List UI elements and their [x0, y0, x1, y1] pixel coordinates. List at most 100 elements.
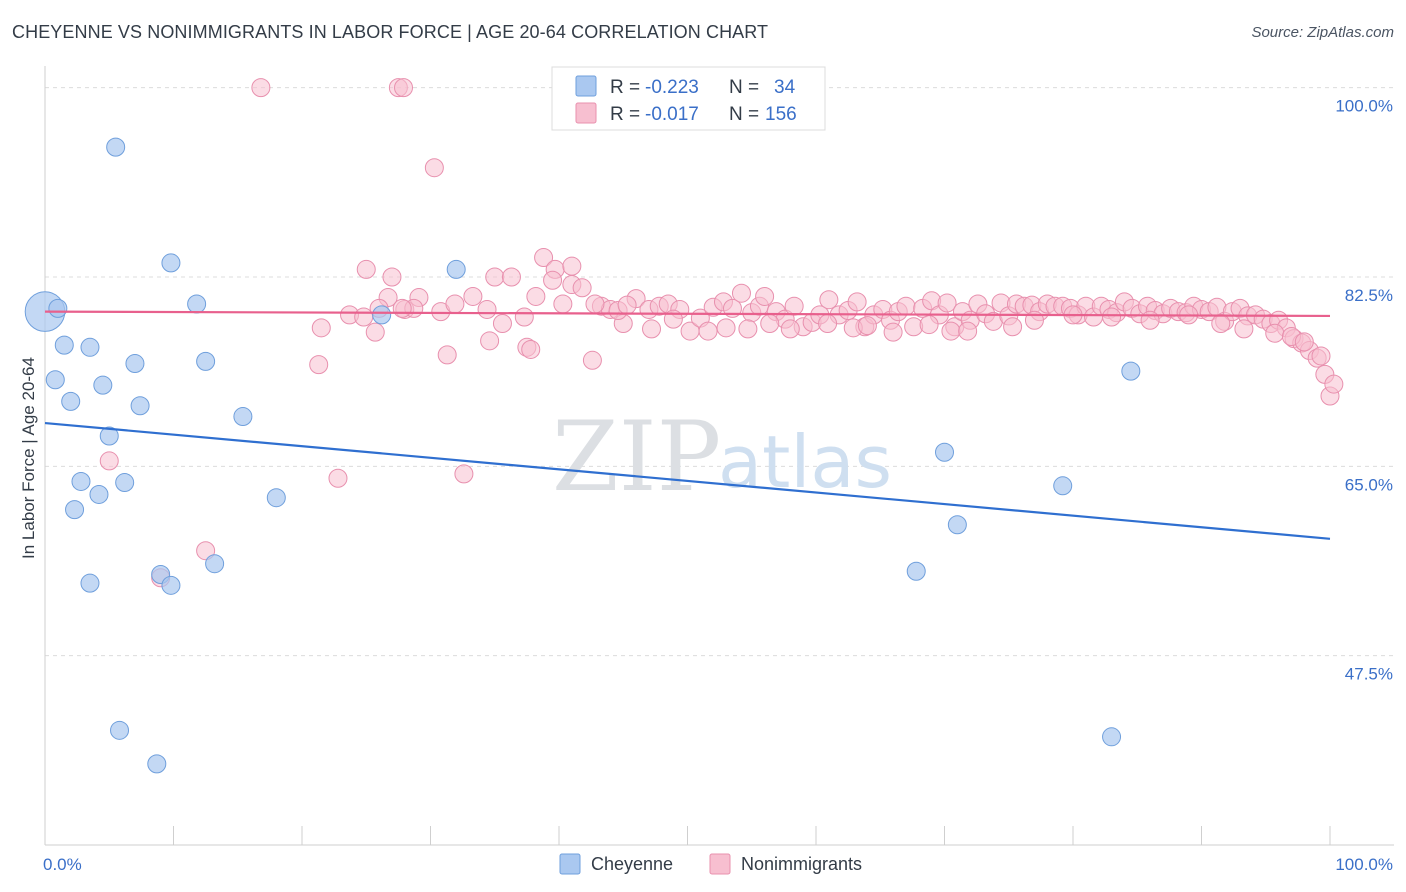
nonimmigrants-point-35: [328, 468, 348, 488]
nonimmigrants-point-36: [454, 464, 474, 484]
y-tick-label-3: 100.0%: [1335, 97, 1393, 116]
legend-r-value-cheyenne: -0.223: [645, 77, 699, 98]
nonimmigrants-point-144: [857, 316, 877, 336]
x-tick-label-1: 100.0%: [1335, 855, 1393, 874]
nonimmigrants-point-132: [514, 307, 534, 327]
cheyenne-point-14: [233, 407, 253, 427]
nonimmigrants-point-39: [553, 294, 573, 314]
cheyenne-point-7: [125, 354, 145, 374]
nonimmigrants-point-3: [424, 158, 444, 178]
legend-swatch-cheyenne: [575, 75, 597, 97]
cheyenne-point-6: [93, 375, 113, 395]
y-tick-label-2: 82.5%: [1345, 286, 1393, 305]
grid-lines: [45, 87, 1394, 657]
series-legend: Cheyenne Nonimmigrants: [559, 853, 862, 875]
legend-n-value-cheyenne: 34: [774, 77, 796, 98]
nonimmigrants-point-131: [477, 299, 497, 319]
nonimmigrants-point-148: [958, 321, 978, 341]
cheyenne-point-3: [80, 337, 100, 357]
bottom-legend-swatch-cheyenne: [559, 853, 581, 875]
nonimmigrants-point-7: [356, 259, 376, 279]
nonimmigrants-point-157: [1265, 323, 1285, 343]
legend-r-label-cheyenne: R =: [610, 77, 640, 98]
nonimmigrants-trend-line: [44, 310, 1331, 318]
nonimmigrants-point-25: [311, 318, 331, 338]
nonimmigrants-point-129: [1324, 374, 1344, 394]
cheyenne-point-28: [947, 515, 967, 535]
cheyenne-point-25: [446, 259, 466, 279]
nonimmigrants-point-67: [847, 292, 867, 312]
legend-n-label-cheyenne: N =: [729, 77, 759, 98]
correlation-legend: R = -0.223 N = 34 R = -0.017 N = 156: [551, 66, 826, 131]
trend-lines: [44, 310, 1331, 540]
nonimmigrants-point-152: [1102, 307, 1122, 327]
cheyenne-point-11: [161, 253, 181, 273]
cheyenne-point-19: [266, 488, 286, 508]
cheyenne-point-26: [1121, 361, 1141, 381]
y-axis-title: In Labor Force | Age 20-64: [19, 357, 38, 559]
nonimmigrants-point-50: [698, 321, 718, 341]
legend-r-value-nonimmigrants: -0.017: [645, 104, 699, 125]
watermark: ZIP atlas: [552, 401, 892, 513]
nonimmigrants-point-28: [480, 331, 500, 351]
nonimmigrants-point-24: [392, 298, 412, 318]
cheyenne-point-20: [80, 573, 100, 593]
cheyenne-point-9: [130, 396, 150, 416]
nonimmigrants-point-37: [196, 541, 216, 561]
cheyenne-point-27: [935, 442, 954, 462]
watermark-atlas: atlas: [718, 420, 892, 504]
nonimmigrants-point-146: [919, 315, 939, 335]
watermark-zip: ZIP: [552, 401, 721, 513]
nonimmigrants-point-32: [309, 355, 329, 375]
y-tick-label-1: 65.0%: [1345, 475, 1393, 494]
nonimmigrants-point-60: [784, 296, 804, 316]
nonimmigrants-point-13: [572, 278, 592, 298]
cheyenne-point-23: [205, 554, 225, 574]
nonimmigrants-point-139: [738, 319, 758, 339]
nonimmigrants-point-27: [492, 314, 512, 334]
nonimmigrants-points: [99, 78, 1344, 588]
cheyenne-point-18: [65, 500, 85, 520]
cheyenne-points: [24, 137, 1141, 774]
cheyenne-point-29: [1053, 476, 1073, 496]
cheyenne-point-4: [45, 370, 65, 390]
nonimmigrants-point-9: [485, 267, 505, 287]
axes: [44, 66, 1394, 846]
nonimmigrants-point-141: [780, 319, 800, 339]
bottom-legend-label-cheyenne: Cheyenne: [591, 854, 673, 874]
cheyenne-point-12: [187, 294, 207, 314]
nonimmigrants-point-54: [731, 283, 751, 303]
nonimmigrants-point-23: [354, 307, 374, 327]
nonimmigrants-point-64: [819, 290, 839, 310]
nonimmigrants-point-133: [585, 294, 605, 314]
cheyenne-point-31: [1102, 727, 1122, 747]
nonimmigrants-point-145: [883, 322, 903, 342]
cheyenne-point-15: [71, 471, 91, 491]
cheyenne-point-22: [161, 575, 181, 595]
nonimmigrants-point-155: [1211, 314, 1231, 334]
nonimmigrants-point-6: [562, 256, 582, 276]
x-tick-labels: 0.0% 100.0%: [43, 855, 1393, 874]
nonimmigrants-point-140: [760, 314, 780, 334]
nonimmigrants-point-138: [716, 318, 736, 338]
bottom-legend-label-nonimmigrants: Nonimmigrants: [741, 854, 862, 874]
cheyenne-point-17: [115, 473, 135, 493]
nonimmigrants-point-4: [534, 248, 554, 268]
nonimmigrants-point-153: [1140, 310, 1160, 330]
cheyenne-point-33: [147, 754, 167, 774]
y-tick-label-0: 47.5%: [1345, 665, 1393, 684]
nonimmigrants-point-16: [463, 286, 483, 306]
nonimmigrants-point-2: [394, 78, 414, 98]
nonimmigrants-point-73: [896, 296, 916, 316]
cheyenne-point-13: [99, 426, 119, 446]
nonimmigrants-point-156: [1234, 319, 1254, 339]
nonimmigrants-point-30: [521, 339, 541, 359]
legend-swatch-nonimmigrants: [575, 102, 597, 124]
nonimmigrants-point-142: [818, 314, 838, 334]
cheyenne-point-1: [48, 298, 68, 318]
legend-n-value-nonimmigrants: 156: [765, 104, 797, 125]
cheyenne-point-24: [372, 305, 392, 325]
source-credit: Source: ZipAtlas.com: [1251, 24, 1394, 41]
legend-n-label-nonimmigrants: N =: [729, 104, 759, 125]
